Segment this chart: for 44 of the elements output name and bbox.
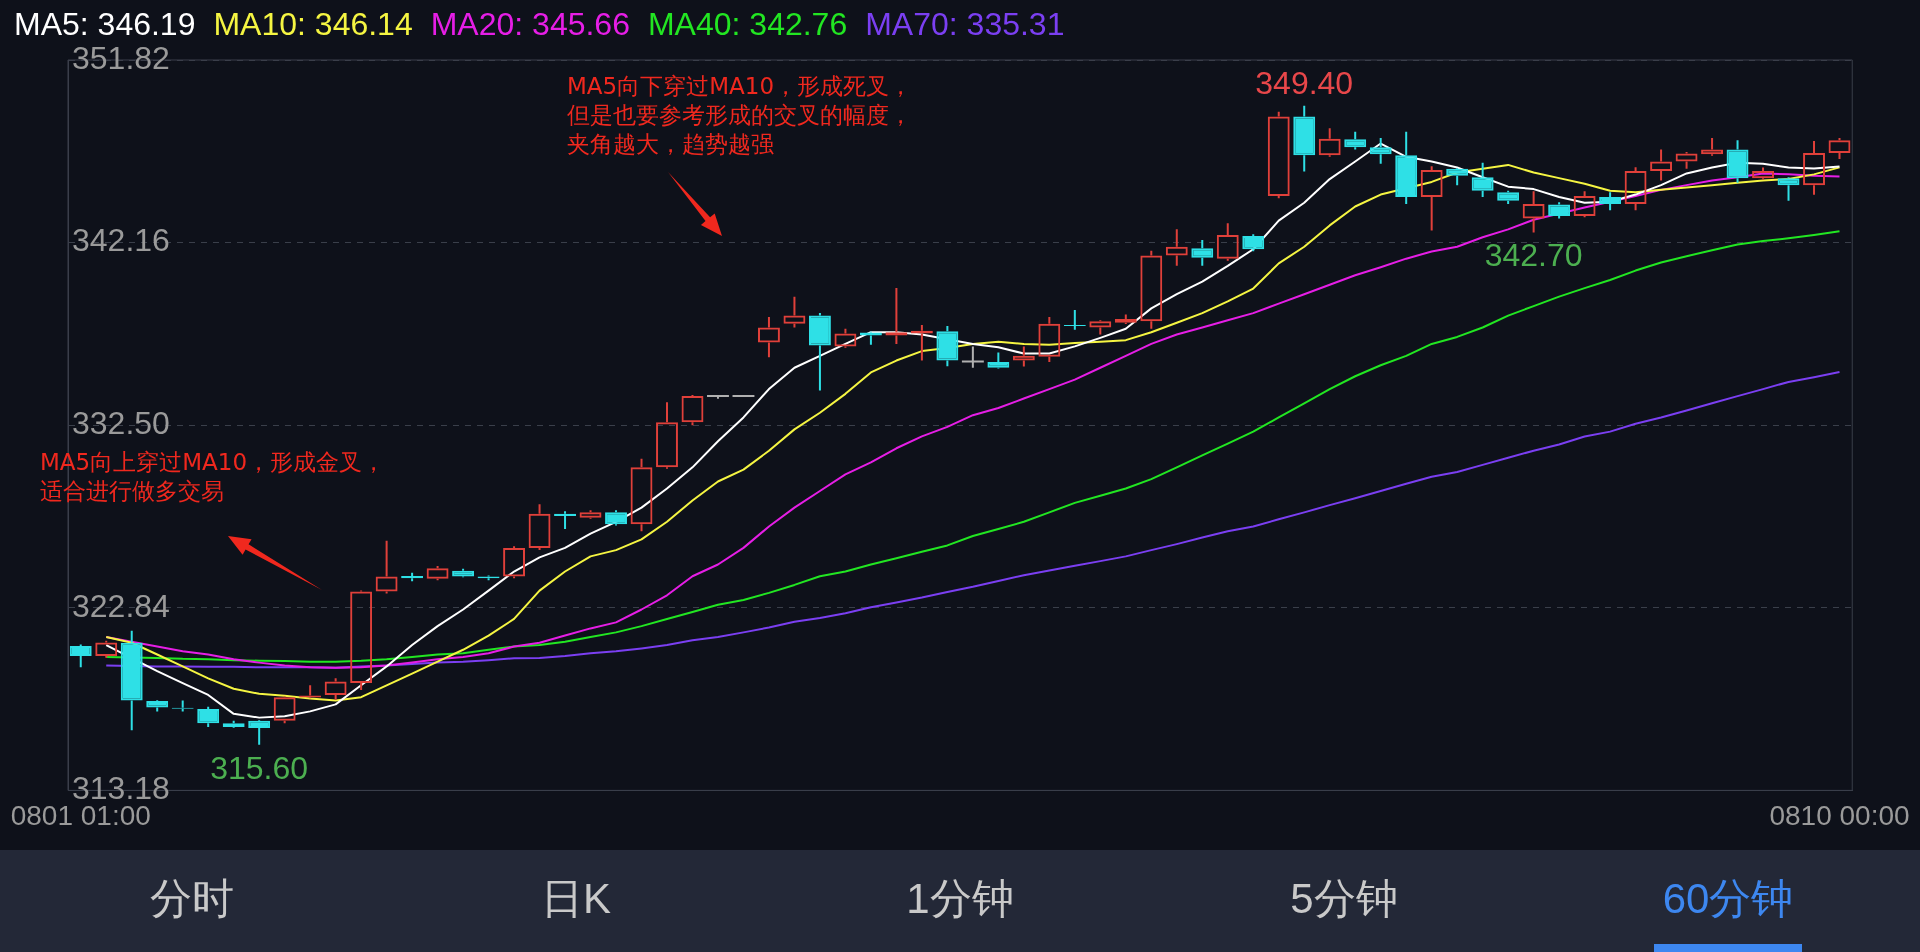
text: 60分钟 — [1661, 874, 1795, 924]
candlestick — [69, 643, 92, 669]
annotation: 夹角越大，趋势越强 — [567, 130, 774, 159]
y-tick-label: 342.16 — [72, 222, 170, 259]
annotation: MA5向下穿过MA10，形成死叉， — [567, 72, 913, 101]
candlestick — [1369, 136, 1392, 165]
annotation: 适合进行做多交易 — [40, 477, 224, 506]
y-tick-label: 322.84 — [72, 587, 170, 624]
annotation: 342.70 — [1484, 237, 1583, 274]
candlestick — [1446, 168, 1469, 187]
candlestick — [706, 393, 730, 400]
annotation: MA5向上穿过MA10，形成金叉， — [40, 448, 386, 477]
candlestick — [1344, 130, 1367, 151]
text: MA10: 346.14 — [213, 5, 413, 44]
text: 日K — [540, 874, 612, 924]
text: 1分钟 — [905, 874, 1015, 924]
text: 分时 — [149, 874, 235, 924]
candlestick — [1599, 191, 1622, 212]
candlestick — [808, 312, 831, 392]
text: MA70: 335.31 — [865, 5, 1065, 44]
candlestick — [731, 394, 756, 398]
annotation: 349.40 — [1255, 64, 1354, 101]
annotation: 315.60 — [210, 749, 309, 786]
candlestick — [1471, 161, 1494, 199]
candlestick — [1395, 130, 1418, 206]
candlestick — [936, 324, 959, 368]
y-tick-label: 332.50 — [72, 405, 170, 442]
x-tick-label: 0810 00:00 — [1769, 799, 1910, 831]
candlestick — [605, 509, 627, 525]
text: MA40: 342.76 — [647, 5, 848, 44]
candlestick — [197, 705, 220, 729]
annotation: 但是也要参考形成的交叉的幅度， — [567, 101, 912, 130]
candlestick — [1548, 201, 1571, 220]
candlestick — [1293, 104, 1316, 173]
candlestick — [987, 351, 1010, 368]
candlestick — [1242, 233, 1265, 253]
candlestick — [1191, 238, 1214, 267]
text: MA20: 345.66 — [430, 5, 630, 44]
candlestick — [248, 720, 271, 746]
text: 5分钟 — [1289, 874, 1399, 924]
candlestick — [960, 345, 985, 369]
candlestick — [1726, 139, 1749, 184]
candlestick — [1063, 308, 1086, 331]
candlestick — [120, 629, 143, 732]
